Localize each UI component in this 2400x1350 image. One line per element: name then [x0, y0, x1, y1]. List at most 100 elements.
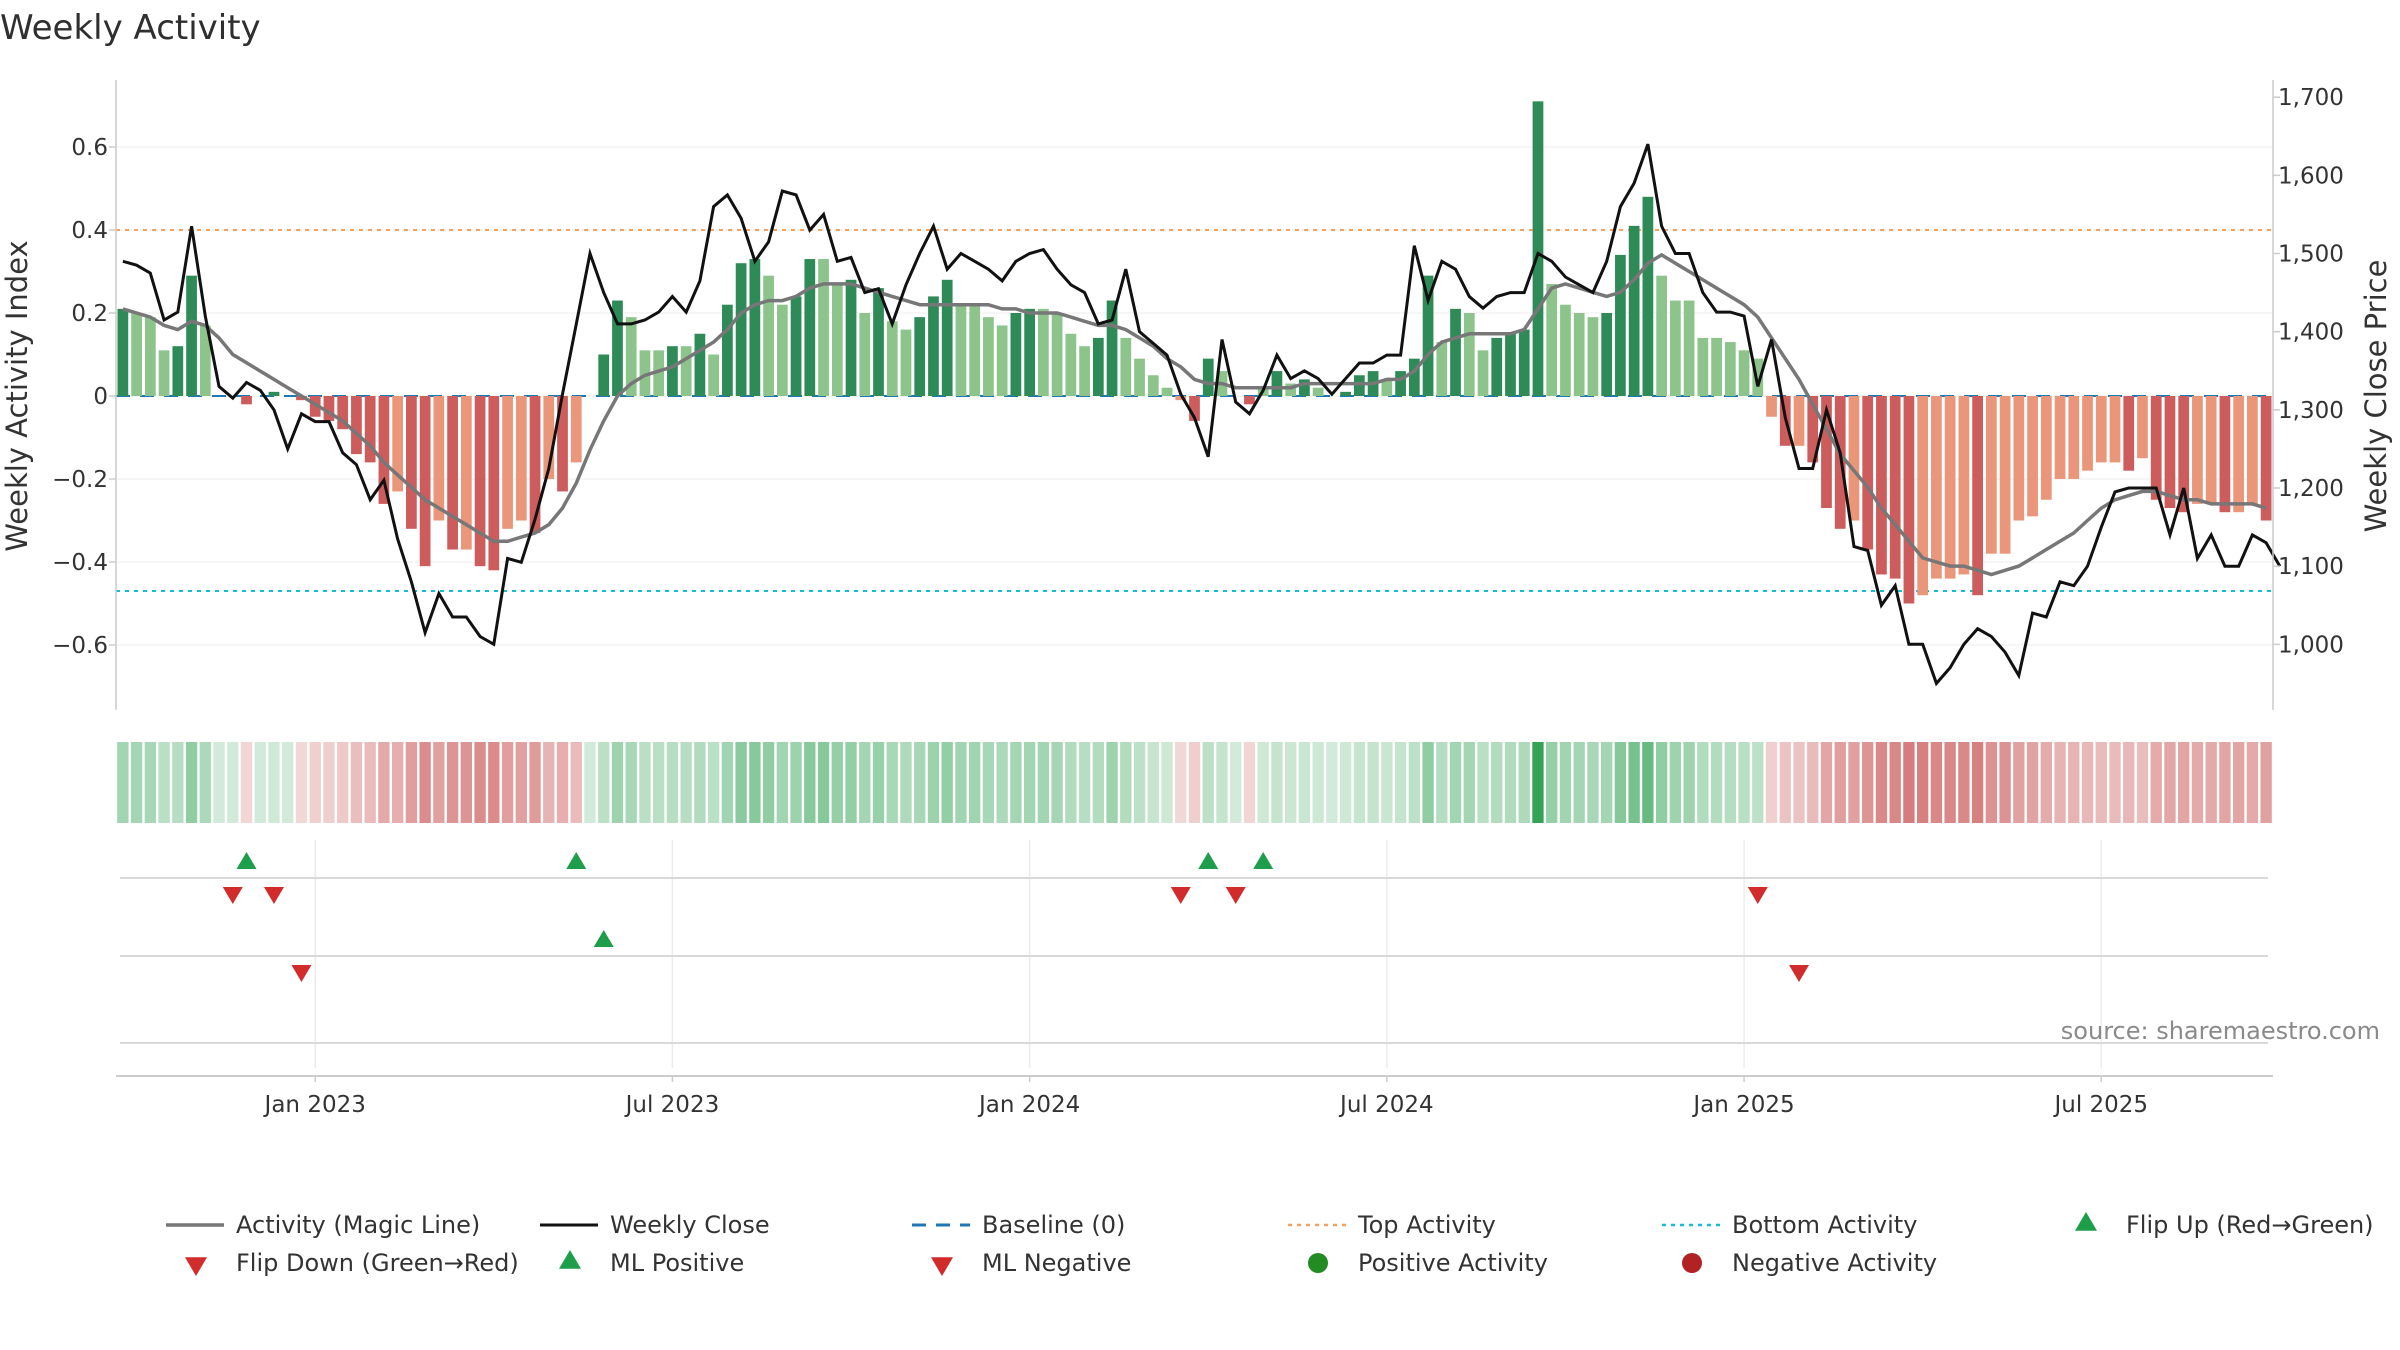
heat-cell: [1175, 742, 1187, 823]
activity-bar: [2219, 396, 2231, 513]
heat-cell: [680, 742, 692, 823]
heat-cell: [859, 742, 871, 823]
heat-cell: [1230, 742, 1242, 823]
heat-cell: [1999, 742, 2011, 823]
x-tick-label: Jul 2025: [2052, 1092, 2148, 1118]
activity-bar: [1299, 379, 1310, 396]
activity-bar: [1793, 396, 1805, 446]
legend-label: Flip Up (Red→Green): [2126, 1211, 2374, 1239]
heat-cell: [955, 742, 967, 823]
heat-cell: [1106, 742, 1118, 823]
activity-bar: [529, 396, 541, 533]
legend-swatch: [559, 1250, 581, 1269]
activity-bar: [1340, 391, 1351, 396]
activity-bar: [1532, 101, 1544, 396]
heat-cell: [378, 742, 390, 823]
heat-cell: [982, 742, 995, 823]
activity-bar: [1408, 358, 1420, 396]
heat-cell: [817, 742, 830, 823]
heat-cell: [282, 742, 294, 823]
legend-label: Top Activity: [1357, 1211, 1496, 1239]
activity-bar: [1051, 313, 1063, 396]
activity-bar: [515, 396, 527, 521]
heat-cell: [776, 742, 789, 823]
activity-bar: [653, 350, 665, 396]
heat-cell: [543, 742, 555, 823]
activity-bar: [1395, 371, 1406, 396]
y-left-tick-label: 0.6: [71, 135, 108, 161]
heat-cell: [446, 742, 459, 823]
activity-bar: [2109, 396, 2121, 463]
activity-bar: [2095, 396, 2107, 463]
flip-up-marker: [1253, 852, 1274, 869]
heat-cell: [2191, 742, 2204, 823]
heat-cell: [1916, 742, 1929, 823]
heat-cell: [419, 742, 431, 823]
activity-bar: [1587, 317, 1599, 396]
activity-bar: [1656, 275, 1667, 396]
y-left-tick-label: −0.4: [52, 550, 108, 576]
heat-cell: [1697, 742, 1709, 823]
heat-cell: [1147, 742, 1159, 823]
heat-cell: [1793, 742, 1805, 823]
flip-down-marker: [1170, 887, 1191, 904]
heat-cell: [1834, 742, 1846, 823]
legend-item: Bottom Activity: [1662, 1211, 1917, 1239]
activity-bar: [1862, 396, 1874, 550]
heat-cell: [364, 742, 376, 823]
axes: 0.6 0.4 0.2 0 −0.2 −0.4 −0.6 1,700 1,600 1,500 1,4…: [0, 80, 2393, 1118]
activity-bar: [859, 313, 871, 396]
activity-heat-strip: [117, 742, 2272, 823]
magic-line: [122, 252, 2267, 577]
heat-cell: [1862, 742, 1874, 823]
activity-bar: [172, 346, 184, 396]
activity-bar: [749, 259, 761, 396]
y-right-tick-label: 1,500: [2278, 242, 2344, 268]
activity-bar: [2247, 396, 2258, 504]
activity-bar: [1876, 396, 1887, 575]
activity-bar: [1683, 300, 1695, 396]
heat-cell: [488, 742, 500, 823]
legend-label: Bottom Activity: [1732, 1211, 1917, 1239]
heat-cell: [1518, 742, 1530, 823]
heat-cell: [598, 742, 610, 823]
x-tick-label: Jul 2023: [624, 1092, 720, 1118]
legend-label: ML Negative: [982, 1249, 1131, 1277]
heat-cell: [1573, 742, 1585, 823]
heat-cell: [1243, 742, 1256, 823]
heat-cell: [1504, 742, 1517, 823]
activity-bar: [433, 396, 445, 521]
flip-down-marker: [1225, 887, 1246, 904]
activity-bar: [2054, 396, 2066, 479]
heat-cell: [707, 742, 720, 823]
heat-cell: [735, 742, 747, 823]
heat-cell: [1930, 742, 1943, 823]
activity-bar: [1711, 337, 1722, 396]
heat-cell: [1477, 742, 1489, 823]
y-left-tick-label: 0: [93, 384, 108, 410]
activity-bar: [1615, 254, 1626, 396]
heat-cell: [1326, 742, 1338, 823]
heat-cell: [762, 742, 775, 823]
heat-cell: [2219, 742, 2231, 823]
activity-bar: [1106, 300, 1118, 396]
legend-label: Negative Activity: [1732, 1249, 1937, 1277]
activity-bar: [1669, 300, 1681, 396]
y-right-tick-label: 1,100: [2278, 554, 2344, 580]
heat-cell: [1807, 742, 1819, 823]
legend-label: Flip Down (Green→Red): [236, 1249, 519, 1277]
legend-item: Baseline (0): [912, 1211, 1125, 1239]
y-right-tick-label: 1,200: [2278, 476, 2344, 502]
activity-bar: [680, 346, 692, 396]
y-left-tick-label: 0.4: [71, 218, 108, 244]
heat-cell: [2095, 742, 2107, 823]
activity-bar: [1024, 308, 1036, 396]
activity-bar: [296, 396, 307, 401]
heat-cell: [1339, 742, 1352, 823]
heat-cell: [611, 742, 624, 823]
activity-bar: [144, 317, 156, 396]
chart-title: Weekly Activity: [0, 8, 261, 48]
activity-bar: [1285, 383, 1297, 396]
activity-bar: [1546, 283, 1558, 396]
heat-cell: [1683, 742, 1695, 823]
